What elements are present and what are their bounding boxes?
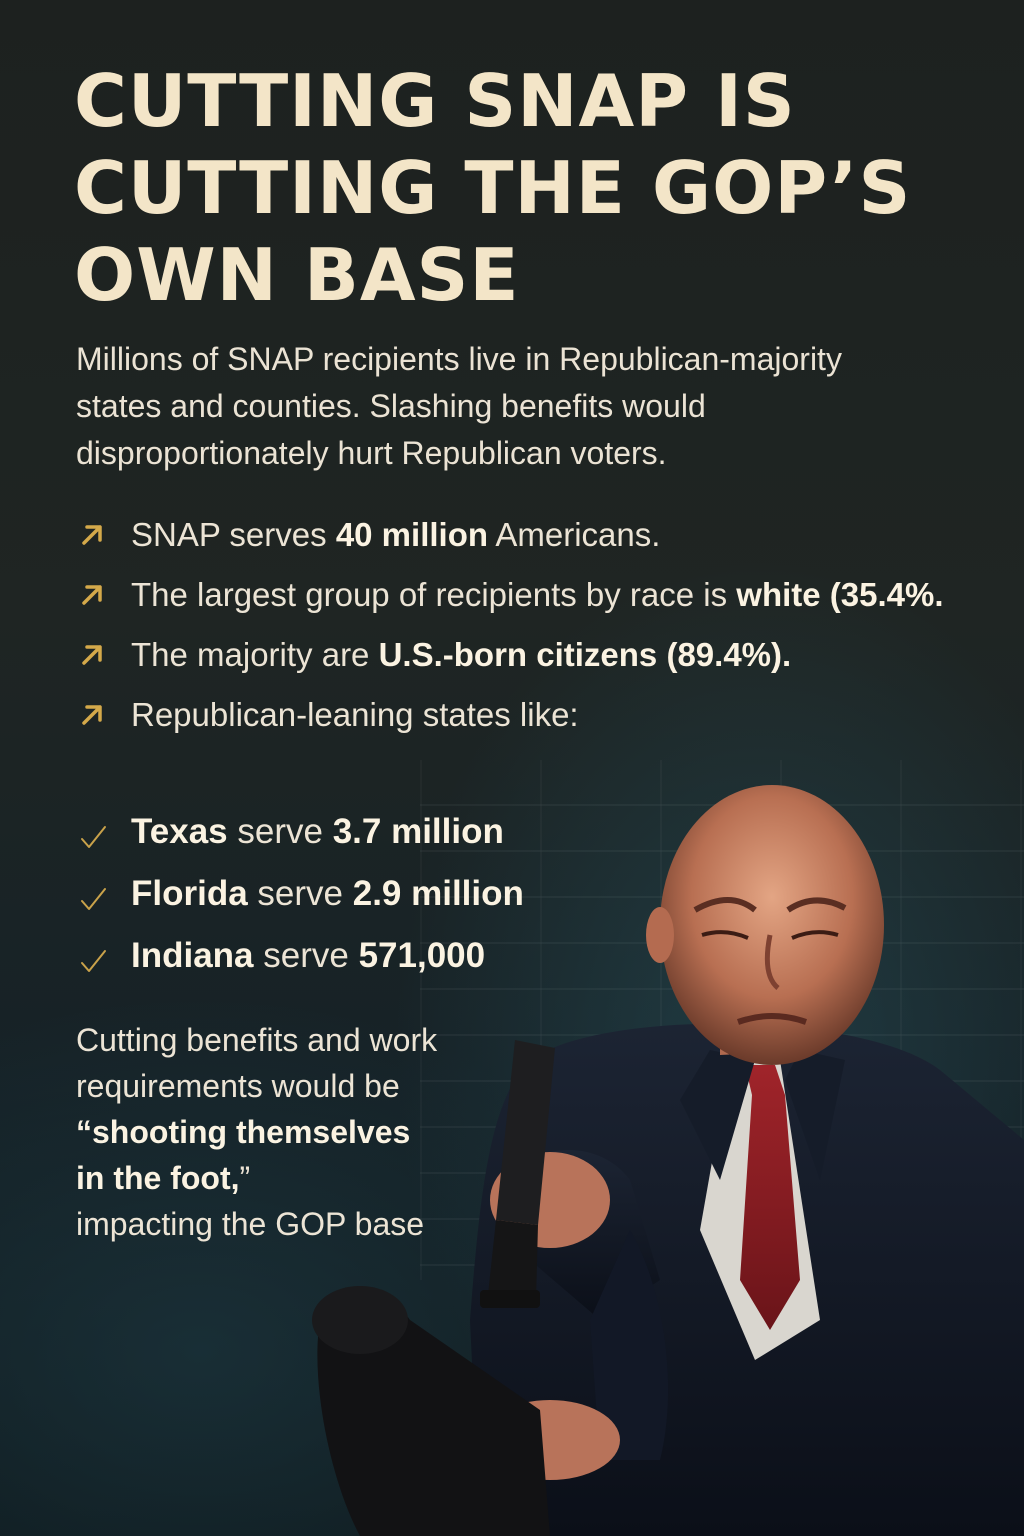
fact-item: SNAP serves 40 million Americans. xyxy=(76,510,976,560)
headline: CUTTING SNAP IS CUTTING THE GOP’S OWN BA… xyxy=(74,58,974,319)
fact-text: The majority are xyxy=(131,636,379,673)
closing-quote-2: in the foot, xyxy=(76,1160,240,1196)
state-item: Indiana serve 571,000 xyxy=(76,930,524,992)
state-count: 3.7 million xyxy=(332,812,504,851)
closing-paragraph: Cutting benefits and work requirements w… xyxy=(76,1017,476,1247)
headline-line-2: CUTTING THE GOP’S xyxy=(74,146,912,230)
fact-list: SNAP serves 40 million Americans. The la… xyxy=(76,510,976,740)
state-name: Texas xyxy=(131,812,228,851)
closing-quote-tail: ” xyxy=(239,1160,251,1196)
headline-line-1: CUTTING SNAP IS xyxy=(74,59,796,143)
state-count: 571,000 xyxy=(358,936,486,975)
closing-line-1: Cutting benefits and work xyxy=(76,1022,438,1058)
arrow-up-right-icon xyxy=(82,525,102,545)
man-with-gun-illustration xyxy=(312,785,1024,1536)
fact-text: Americans. xyxy=(488,516,661,553)
closing-line-2: requirements would be xyxy=(76,1068,400,1104)
check-icon xyxy=(81,950,106,972)
fact-text: The largest group of recipients by race … xyxy=(131,576,737,613)
state-item: Florida serve 2.9 million xyxy=(76,868,524,930)
fact-highlight: 40 million xyxy=(335,516,489,553)
fact-item: The majority are U.S.-born citizens (89.… xyxy=(76,630,976,680)
check-icon xyxy=(81,826,106,848)
state-verb: serve xyxy=(247,874,353,913)
fact-item: Republican-leaning states like: xyxy=(76,690,976,740)
state-name: Florida xyxy=(131,874,248,913)
headline-line-3: OWN BASE xyxy=(74,233,520,317)
state-list: Texas serve 3.7 million Florida serve 2.… xyxy=(76,806,524,992)
check-icon xyxy=(81,888,106,910)
fact-highlight: U.S.-born citizens (89.4%). xyxy=(378,636,792,673)
state-verb: serve xyxy=(227,812,333,851)
fact-text: SNAP serves xyxy=(131,516,336,553)
closing-quote-line: in the foot,” xyxy=(76,1155,476,1201)
closing-quote-1: “shooting themselves xyxy=(76,1114,411,1150)
state-count: 2.9 million xyxy=(352,874,524,913)
state-verb: serve xyxy=(253,936,359,975)
state-item: Texas serve 3.7 million xyxy=(76,806,524,868)
closing-line-5: impacting the GOP base xyxy=(76,1206,425,1242)
state-name: Indiana xyxy=(131,936,254,975)
fact-item: The largest group of recipients by race … xyxy=(76,570,976,620)
arrow-up-right-icon xyxy=(82,705,102,725)
fact-highlight: white (35.4%. xyxy=(736,576,944,613)
intro-paragraph: Millions of SNAP recipients live in Repu… xyxy=(76,341,842,471)
arrow-up-right-icon xyxy=(82,645,102,665)
arrow-up-right-icon xyxy=(82,585,102,605)
fact-text: Republican-leaning states like: xyxy=(131,696,579,733)
